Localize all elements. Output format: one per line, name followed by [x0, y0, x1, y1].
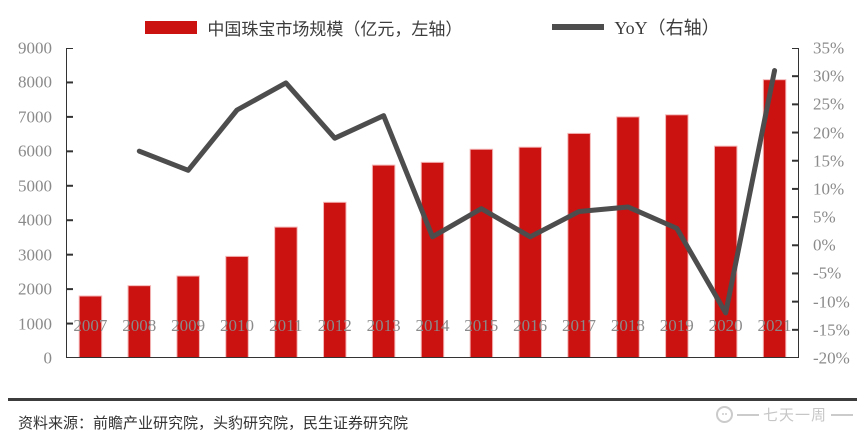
right-axis-tick-label: -5%	[813, 263, 842, 283]
bar-2013	[371, 164, 396, 358]
bar-2007	[78, 295, 103, 358]
chart-footer: 资料来源：前瞻产业研究院，头豹研究院，民生证券研究院 七天一周	[8, 404, 857, 444]
watermark-rule-left	[736, 413, 759, 416]
left-axis-ticks: 9000 8000 7000 6000 5000 4000 3000 2000 1000 0	[0, 40, 62, 367]
footer-divider	[8, 398, 857, 401]
bar-2016	[518, 146, 542, 358]
x-axis-tick-label: 2010	[220, 316, 254, 335]
watermark-text: 七天一周	[762, 407, 827, 424]
left-axis-tick-label: 6000	[18, 141, 52, 161]
left-axis-tick-label: 2000	[18, 279, 52, 299]
legend-bar-label: 中国珠宝市场规模（亿元，左轴）	[207, 19, 463, 39]
watermark: 七天一周	[715, 404, 853, 425]
legend-item-line: YoY（右轴）	[552, 14, 720, 40]
legend-line-label: YoY（右轴）	[614, 18, 720, 38]
legend-bar-swatch-icon	[145, 20, 198, 34]
bar-2014	[420, 161, 445, 358]
left-axis-tick-label: 3000	[18, 245, 52, 265]
left-axis-tick-label: 5000	[18, 176, 52, 196]
bar-2009	[176, 275, 200, 358]
right-axis-tick-label: 10%	[813, 179, 845, 199]
right-axis-tick-label: -10%	[813, 292, 850, 312]
face-icon	[715, 406, 733, 423]
left-axis-tick-label: 8000	[18, 72, 52, 92]
left-axis-tick-label: 7000	[18, 107, 52, 127]
right-axis-tick-label: 20%	[813, 123, 845, 143]
x-axis-tick-label: 2014	[415, 316, 450, 335]
x-axis-tick-label: 2013	[366, 316, 401, 335]
bar-2010	[225, 255, 249, 358]
x-axis-tick-label: 2011	[269, 316, 303, 335]
right-axis-tick-label: 30%	[813, 66, 845, 86]
right-axis-ticks: 35% 30% 25% 20% 15% 10% 5% 0% -5% -10% -15% -20%	[803, 40, 865, 367]
legend-item-bar: 中国珠宝市场规模（亿元，左轴）	[145, 15, 462, 40]
right-axis-tick-label: 0%	[813, 235, 836, 255]
bar-2011	[274, 226, 298, 358]
x-axis-tick-label: 2009	[171, 316, 206, 335]
plot-wrapper: 9000 8000 7000 6000 5000 4000 3000 2000 1000 0 35…	[0, 40, 865, 368]
bar-2012	[323, 201, 347, 358]
yoy-line	[136, 68, 778, 316]
plot-area	[66, 48, 799, 358]
left-axis-tick-label: 9000	[18, 38, 52, 58]
right-axis-tick-label: 35%	[813, 38, 845, 58]
bar-2018	[616, 116, 640, 358]
bar-2017	[567, 132, 591, 358]
x-axis-tick-label: 2021	[757, 316, 792, 335]
right-axis-tick-label: -15%	[813, 320, 850, 340]
right-axis-tick-label: -20%	[813, 348, 850, 368]
x-axis-tick-label: 2012	[317, 316, 352, 335]
left-axis-tick-label: 0	[43, 348, 53, 368]
left-axis-tick-label: 4000	[18, 210, 52, 230]
x-axis-tick-label: 2007	[73, 316, 108, 335]
source-text: 资料来源：前瞻产业研究院，头豹研究院，民生证券研究院	[18, 415, 409, 432]
right-axis-tick-label: 15%	[813, 151, 845, 171]
x-axis-tick-label: 2020	[708, 316, 743, 335]
chart-canvas	[66, 48, 799, 358]
right-axis-tick-label: 25%	[813, 94, 845, 114]
x-axis-tick-label: 2008	[122, 316, 157, 335]
legend-line-swatch-icon	[552, 24, 605, 30]
watermark-rule-right	[831, 413, 853, 416]
x-axis-tick-label: 2016	[513, 316, 548, 335]
x-axis-tick-label: 2015	[464, 316, 499, 335]
right-axis-tick-label: 5%	[813, 207, 836, 227]
x-axis-tick-label: 2017	[562, 316, 597, 335]
chart-legend: 中国珠宝市场规模（亿元，左轴） YoY（右轴）	[0, 10, 865, 44]
x-axis-tick-label: 2019	[659, 316, 694, 335]
bar-2008	[127, 285, 152, 358]
x-axis-ticks: 2007 2008 2009 2010 2011 2012 2013 2014 2015 2016…	[66, 316, 799, 342]
x-axis-tick-label: 2018	[610, 316, 645, 335]
left-axis-tick-label: 1000	[18, 314, 52, 334]
